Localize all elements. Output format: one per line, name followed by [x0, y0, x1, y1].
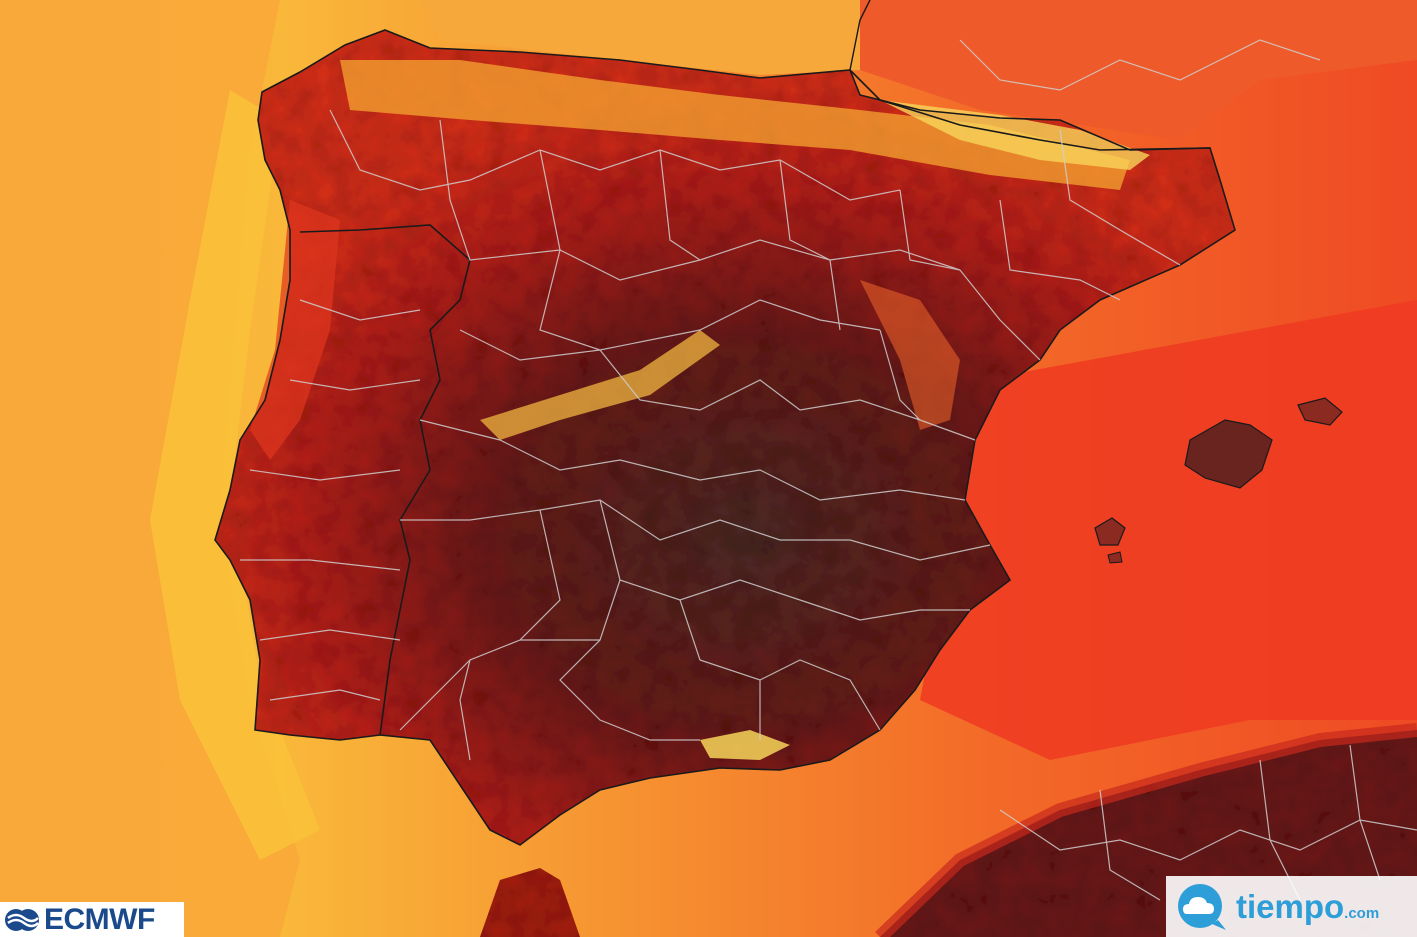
- tiempo-logo-suffix: .com: [1344, 904, 1380, 922]
- cloud-bubble-icon: [1178, 883, 1226, 930]
- cantabrian-mountains: [340, 60, 1130, 190]
- north-sea-warm: [860, 0, 1417, 140]
- west-coast-heat: [250, 200, 340, 460]
- france-coast: [849, 0, 871, 71]
- coastline: [214, 29, 1236, 846]
- formentera: [1107, 551, 1123, 564]
- iberian-peninsula: [215, 30, 1235, 845]
- province-borders: [240, 39, 1417, 901]
- algeria-coast-edge: [875, 723, 1417, 937]
- portugal-border: [299, 224, 471, 736]
- bay-of-biscay: [420, 0, 870, 75]
- pyrenees-border: [849, 69, 1211, 151]
- ecmwf-logo-text: ECMWF: [44, 903, 155, 936]
- tiempo-logo-text: tiempo.com: [1236, 887, 1380, 925]
- sierra-nevada-highlight: [700, 730, 790, 760]
- tiempo-logo: tiempo.com: [1166, 876, 1417, 937]
- ecmwf-logo: ECMWF: [0, 902, 184, 937]
- central-system-highlight: [480, 330, 720, 440]
- menorca: [1297, 397, 1343, 426]
- ibiza: [1094, 517, 1126, 546]
- atlantic-yellow-band: [150, 90, 320, 860]
- mediterranean-warm-area: [920, 300, 1417, 760]
- iberian-system-highlight: [860, 280, 960, 430]
- mallorca: [1184, 419, 1273, 489]
- ecmwf-waves-icon: [5, 908, 39, 931]
- north-africa: [480, 868, 580, 937]
